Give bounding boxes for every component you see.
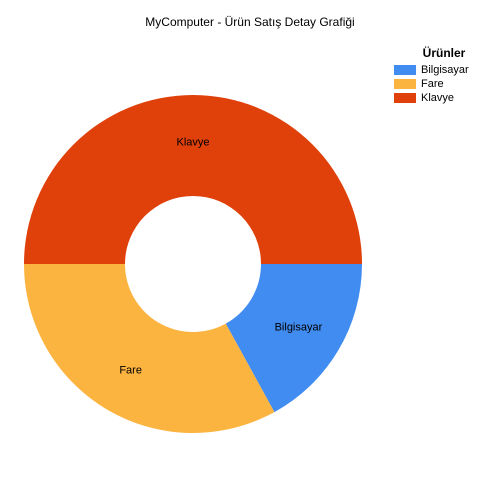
slice-bilgisayar: [225, 264, 362, 413]
slice-label: Klavye: [176, 137, 209, 149]
legend: Ürünler Bilgisayar Fare Klavye: [394, 46, 494, 105]
slice-fare: [24, 264, 275, 434]
legend-item-bilgisayar: Bilgisayar: [394, 63, 494, 77]
slice-labels: Bilgisayar Fare Klavye: [119, 137, 322, 377]
legend-item-klavye: Klavye: [394, 91, 494, 105]
legend-label: Fare: [421, 78, 444, 90]
legend-swatch: [394, 93, 416, 103]
legend-item-fare: Fare: [394, 77, 494, 91]
slice-label: Bilgisayar: [275, 321, 323, 333]
donut-slices: [24, 95, 362, 434]
legend-swatch: [394, 65, 416, 75]
legend-label: Bilgisayar: [421, 64, 469, 76]
legend-swatch: [394, 79, 416, 89]
legend-label: Klavye: [421, 92, 455, 104]
chart-title: MyComputer - Ürün Satış Detay Grafiği: [145, 15, 355, 29]
slice-label: Fare: [119, 364, 142, 376]
legend-title: Ürünler: [422, 46, 466, 60]
slice-klavye: [24, 95, 362, 264]
